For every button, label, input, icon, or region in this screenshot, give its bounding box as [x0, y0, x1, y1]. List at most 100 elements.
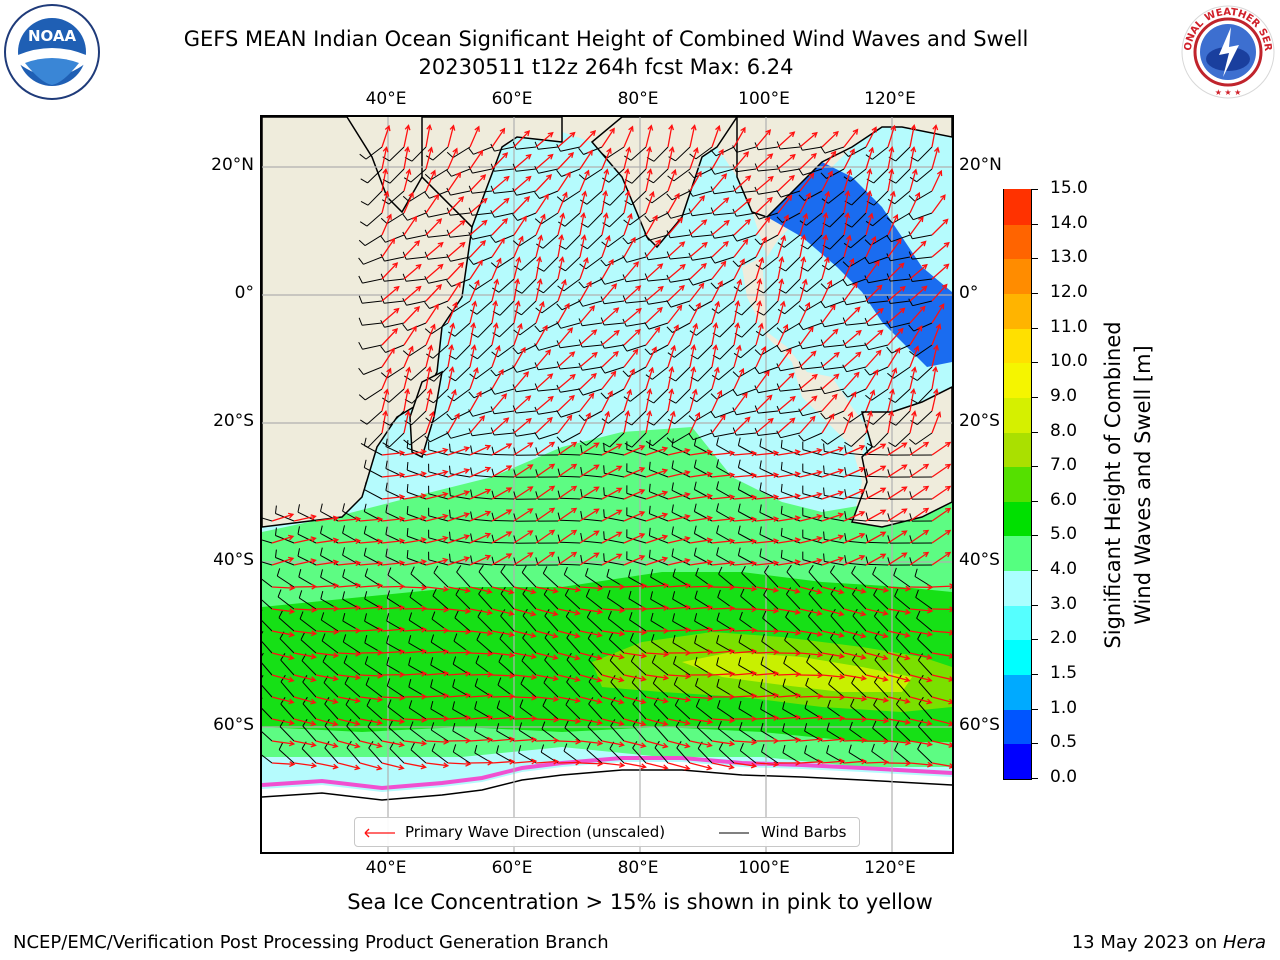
wave-direction-arrowhead [539, 300, 545, 308]
wind-barb [538, 168, 559, 174]
wave-direction-arrow [843, 258, 854, 280]
wave-direction-arrowhead [471, 300, 478, 307]
wave-direction-arrowhead [552, 675, 559, 682]
wave-direction-arrow [799, 471, 822, 478]
wind-barb-flag [491, 446, 495, 455]
wind-barb-flag [564, 720, 569, 729]
wave-direction-arrow [755, 694, 778, 698]
wind-barb [714, 234, 735, 239]
wind-barb [786, 593, 801, 610]
wind-barb [649, 212, 669, 223]
wave-direction-arrowhead [854, 306, 861, 313]
wave-direction-arrow [579, 696, 602, 703]
wave-direction-arrow [623, 285, 641, 302]
wind-barb-flag [299, 611, 304, 620]
wave-direction-arrowhead [936, 169, 943, 177]
wave-direction-arrow [667, 740, 690, 748]
wave-direction-arrow [777, 279, 783, 302]
wave-direction-arrowhead [750, 762, 758, 769]
wind-barb-flag [866, 419, 874, 425]
lon-tick-top-80E: 80°E [617, 89, 659, 109]
wind-barb-flag [908, 195, 916, 202]
wave-direction-arrowhead [590, 130, 597, 136]
wave-direction-arrowhead [288, 631, 295, 638]
wave-direction-arrowhead [824, 190, 831, 198]
wind-barb [627, 234, 647, 245]
wind-barb [626, 322, 647, 327]
wind-barb-flag [602, 177, 610, 183]
wave-direction-arrowhead [546, 416, 553, 423]
wave-direction-arrowhead [404, 145, 411, 153]
wave-direction-arrow [733, 417, 751, 434]
wave-direction-arrow [425, 264, 444, 280]
wave-direction-arrow [777, 538, 800, 544]
wave-direction-arrowhead [684, 536, 691, 542]
wind-barb-flag [426, 398, 434, 404]
wave-direction-arrow [755, 346, 766, 368]
wind-barb-flag [491, 490, 495, 499]
wind-barb [762, 322, 779, 337]
wave-direction-arrowhead [729, 605, 736, 612]
wind-barb-flag [470, 445, 473, 454]
wave-direction-arrow [667, 762, 690, 770]
wave-direction-arrowhead [766, 196, 773, 203]
wind-barb [850, 432, 867, 447]
wave-direction-arrowhead [420, 763, 427, 770]
wind-barb [389, 410, 405, 426]
wave-direction-arrowhead [508, 652, 516, 659]
wind-barb-flag [342, 634, 347, 643]
wind-barb-flag [916, 610, 921, 619]
wave-direction-arrow [865, 213, 873, 236]
wave-direction-arrowhead [707, 583, 714, 590]
wave-direction-arrowhead [780, 234, 787, 242]
wave-direction-arrowhead [837, 512, 845, 519]
wave-direction-arrow [755, 608, 778, 612]
wind-barb [454, 617, 471, 632]
wind-barb [806, 661, 823, 676]
wind-barb-flag [556, 321, 562, 329]
wind-barb-flag [754, 212, 760, 220]
wind-barb [648, 300, 669, 305]
wave-direction-arrowhead [624, 410, 631, 417]
wave-direction-arrowhead [458, 196, 465, 203]
wind-barb [697, 344, 713, 360]
wave-direction-arrow [711, 718, 734, 722]
wave-direction-arrowhead [837, 468, 845, 475]
wind-barb-flag [780, 505, 783, 514]
wave-direction-arrow [557, 674, 580, 681]
wind-barb-flag [320, 503, 323, 512]
wave-direction-arrow [557, 279, 566, 302]
wind-barb-flag [364, 613, 367, 622]
wave-direction-arrow [733, 392, 748, 412]
wave-direction-arrowhead [611, 283, 618, 290]
wind-barb [739, 750, 757, 764]
wave-direction-arrowhead [668, 146, 675, 153]
wave-direction-arrowhead [609, 127, 615, 134]
wave-direction-arrowhead [832, 328, 839, 335]
wave-direction-arrow [381, 308, 400, 324]
wave-direction-arrow [755, 474, 778, 478]
wind-barb [389, 168, 405, 184]
wave-direction-arrow [513, 760, 536, 764]
wind-barb-flag [410, 742, 415, 750]
wind-barb [782, 322, 801, 334]
wave-direction-arrow [557, 696, 580, 702]
wave-direction-arrowhead [514, 300, 521, 307]
wave-direction-arrowhead [662, 674, 670, 681]
wind-barb-flag [864, 239, 872, 246]
wave-direction-arrow [579, 508, 599, 522]
wave-direction-arrowhead [923, 551, 930, 558]
wind-barb [758, 388, 779, 394]
wave-direction-arrowhead [816, 535, 823, 542]
wind-barb [670, 278, 691, 283]
wave-direction-arrow [667, 264, 686, 280]
wind-barb-flag [557, 556, 561, 565]
wave-direction-arrow [843, 739, 867, 742]
wind-barb-flag [624, 155, 632, 161]
wind-barb-flag [603, 553, 605, 562]
wave-direction-arrow [381, 585, 405, 588]
wave-direction-arrowhead [904, 654, 911, 661]
wind-barb-flag [262, 652, 264, 657]
wave-direction-arrowhead [289, 584, 296, 591]
wind-barb [912, 300, 933, 307]
